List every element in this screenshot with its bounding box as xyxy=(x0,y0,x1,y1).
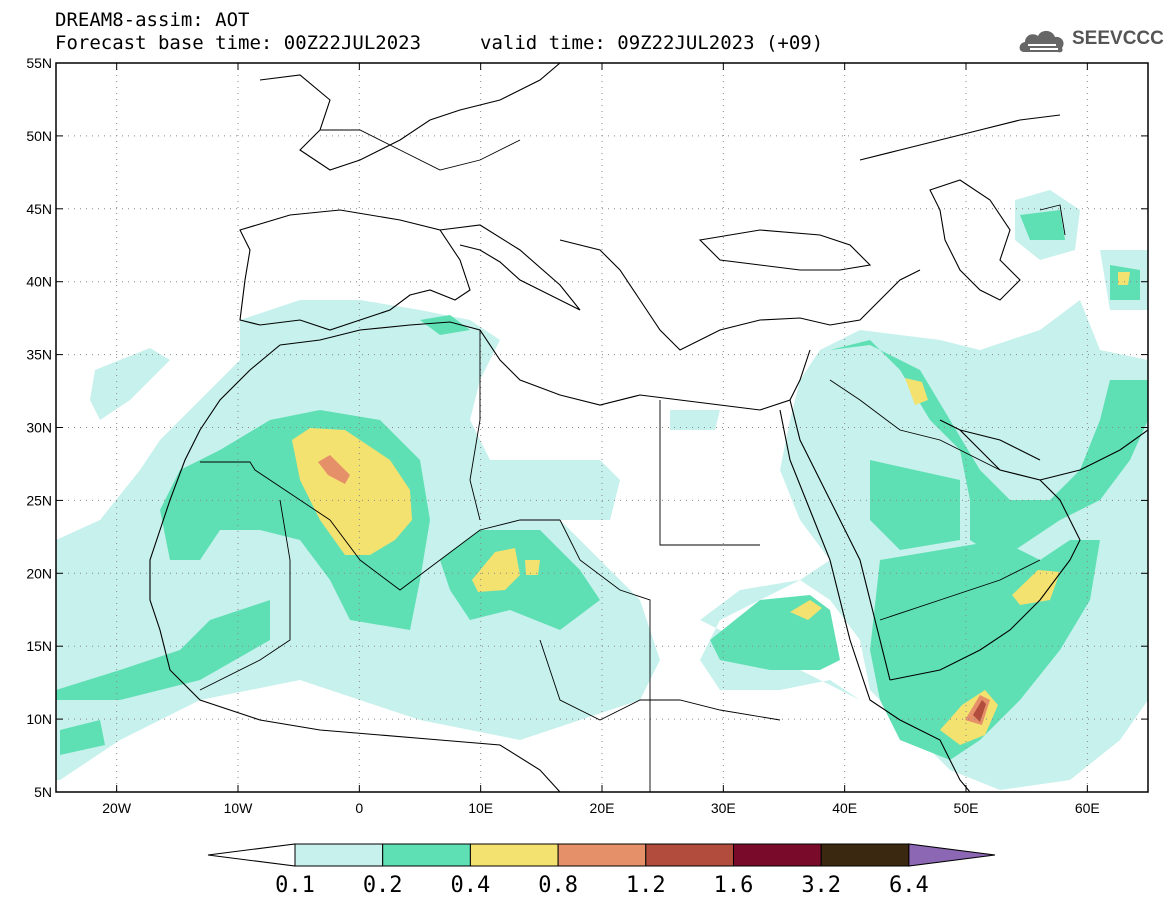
colorbar-label: 0.4 xyxy=(451,873,491,898)
lon-label: 30E xyxy=(711,800,736,816)
coastlines xyxy=(149,63,1148,792)
colorbar-extend-high xyxy=(908,843,996,867)
lon-label: 40E xyxy=(832,800,857,816)
cloud-icon xyxy=(1019,30,1064,53)
colorbar-label: 3.2 xyxy=(801,873,841,898)
colorbar-label: 0.1 xyxy=(275,873,315,898)
lon-label: 50E xyxy=(954,800,979,816)
lat-label: 25N xyxy=(26,492,52,508)
lat-label: 45N xyxy=(26,201,52,217)
colorbar-label: 1.6 xyxy=(714,873,754,898)
lat-label: 5N xyxy=(34,784,52,800)
lat-label: 15N xyxy=(26,638,52,654)
colorbar-swatch xyxy=(294,843,384,867)
logo-text: SEEVCCC xyxy=(1072,28,1164,49)
borders xyxy=(199,129,1066,792)
lat-label: 20N xyxy=(26,565,52,581)
colorbar-label: 0.2 xyxy=(363,873,403,898)
valid-time: valid time: 09Z22JUL2023 (+09) xyxy=(480,32,824,54)
colorbar-swatch xyxy=(382,843,471,867)
colorbar-swatch xyxy=(469,843,559,867)
map-axes: 55N 50N 45N 40N 35N 30N 25N 20N 15N 10N 5N 20W 10W 0 1… xyxy=(26,55,1148,816)
colorbar: 0.1 0.2 0.4 0.8 1.2 1.6 3.2 6.4 xyxy=(207,843,996,898)
colorbar-swatch xyxy=(645,843,734,867)
lat-label: 10N xyxy=(26,711,52,727)
lat-label: 50N xyxy=(26,128,52,144)
colorbar-swatch xyxy=(733,843,822,867)
colorbar-label: 1.2 xyxy=(626,873,666,898)
colorbar-label: 6.4 xyxy=(889,873,929,898)
lon-label: 20E xyxy=(590,800,615,816)
lon-label: 10E xyxy=(468,800,493,816)
colorbar-swatch xyxy=(820,843,910,867)
lon-label: 20W xyxy=(102,800,132,816)
lat-label: 35N xyxy=(26,347,52,363)
lat-label: 55N xyxy=(26,55,52,71)
map-title: DREAM8-assim: AOT xyxy=(55,9,250,31)
colorbar-swatch xyxy=(557,843,647,867)
aot-fields xyxy=(56,190,1148,790)
lon-label: 0 xyxy=(355,800,363,816)
colorbar-extend-low xyxy=(207,843,296,867)
aot-level-1.2 xyxy=(973,700,986,722)
lon-label: 10W xyxy=(224,800,254,816)
forecast-base-time: Forecast base time: 00Z22JUL2023 xyxy=(55,32,422,54)
colorbar-label: 0.8 xyxy=(538,873,578,898)
lat-label: 30N xyxy=(26,420,52,436)
lat-label: 40N xyxy=(26,274,52,290)
lon-label: 60E xyxy=(1075,800,1100,816)
